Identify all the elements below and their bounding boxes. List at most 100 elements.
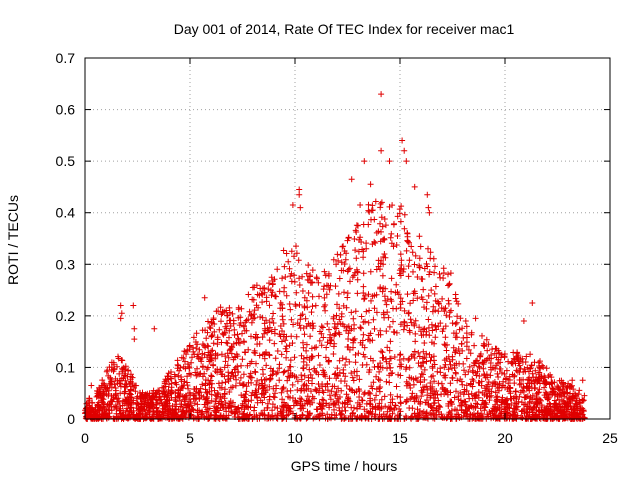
data-point bbox=[211, 328, 218, 335]
data-point bbox=[546, 410, 553, 417]
data-point bbox=[544, 396, 551, 403]
data-point bbox=[403, 247, 410, 254]
data-point bbox=[238, 305, 245, 312]
data-point bbox=[512, 360, 519, 367]
data-point bbox=[234, 331, 241, 338]
data-point bbox=[153, 399, 160, 406]
data-point bbox=[111, 361, 117, 368]
data-point bbox=[323, 291, 330, 298]
data-point bbox=[335, 257, 342, 264]
data-point bbox=[573, 401, 580, 408]
data-point bbox=[509, 359, 516, 366]
data-point bbox=[226, 389, 233, 395]
data-point bbox=[469, 383, 476, 390]
data-point bbox=[371, 292, 378, 299]
data-point bbox=[475, 389, 482, 395]
data-point bbox=[101, 400, 108, 407]
data-point bbox=[320, 334, 327, 341]
data-point bbox=[346, 358, 353, 365]
data-point bbox=[159, 384, 166, 391]
data-point bbox=[263, 294, 270, 301]
data-point bbox=[316, 400, 323, 407]
data-point bbox=[408, 243, 415, 250]
data-point bbox=[366, 208, 373, 215]
data-point bbox=[500, 382, 507, 389]
data-point bbox=[576, 387, 583, 394]
data-point bbox=[359, 246, 366, 253]
data-point bbox=[215, 308, 222, 315]
data-point bbox=[553, 405, 560, 412]
data-point bbox=[296, 282, 303, 288]
data-point bbox=[367, 330, 374, 337]
data-point bbox=[548, 380, 555, 387]
data-point bbox=[555, 386, 562, 393]
data-point bbox=[367, 355, 374, 362]
data-point bbox=[158, 396, 165, 403]
data-point bbox=[303, 386, 310, 393]
data-point bbox=[346, 265, 353, 272]
data-point bbox=[376, 414, 383, 421]
data-point bbox=[405, 273, 412, 280]
data-point bbox=[370, 379, 377, 386]
data-point bbox=[287, 370, 294, 377]
data-point bbox=[291, 253, 297, 260]
data-point bbox=[465, 368, 472, 375]
data-point bbox=[261, 320, 268, 327]
data-point bbox=[435, 308, 442, 315]
data-point bbox=[309, 380, 315, 387]
data-point bbox=[341, 248, 348, 254]
data-point bbox=[237, 320, 244, 326]
data-point bbox=[293, 399, 300, 406]
data-point bbox=[368, 383, 375, 390]
data-point bbox=[447, 380, 454, 387]
data-point bbox=[441, 341, 448, 348]
data-point bbox=[474, 357, 481, 364]
data-point bbox=[239, 415, 246, 422]
data-point bbox=[182, 348, 189, 355]
data-point bbox=[463, 323, 470, 330]
data-point bbox=[367, 268, 374, 275]
data-point bbox=[430, 400, 437, 407]
data-point bbox=[186, 363, 193, 370]
data-point bbox=[418, 294, 425, 301]
data-point bbox=[415, 349, 422, 356]
data-point bbox=[380, 311, 387, 318]
data-point bbox=[485, 341, 492, 348]
data-point bbox=[414, 274, 421, 280]
data-point bbox=[208, 373, 215, 380]
data-point bbox=[237, 374, 244, 381]
data-point bbox=[202, 404, 209, 411]
data-point bbox=[319, 402, 326, 409]
data-point bbox=[490, 380, 497, 387]
data-point bbox=[210, 316, 217, 323]
data-point bbox=[489, 412, 496, 419]
data-point bbox=[284, 377, 291, 384]
data-point bbox=[256, 340, 263, 347]
data-point bbox=[134, 400, 141, 407]
data-point bbox=[483, 371, 490, 378]
data-point bbox=[493, 394, 500, 401]
data-point bbox=[442, 372, 449, 379]
data-point bbox=[298, 372, 305, 379]
data-point bbox=[492, 389, 499, 396]
data-point bbox=[485, 379, 492, 385]
data-point bbox=[303, 270, 310, 277]
data-point bbox=[282, 345, 289, 352]
data-point bbox=[338, 387, 345, 394]
data-point bbox=[332, 392, 339, 399]
data-point bbox=[242, 391, 249, 398]
data-point bbox=[410, 297, 417, 304]
data-point bbox=[496, 387, 502, 394]
data-point bbox=[318, 323, 325, 330]
data-point bbox=[340, 243, 347, 250]
data-point bbox=[472, 358, 479, 365]
data-point bbox=[336, 275, 343, 282]
data-point bbox=[361, 158, 368, 165]
data-point bbox=[569, 394, 576, 401]
data-point bbox=[466, 395, 473, 402]
data-point bbox=[510, 349, 517, 356]
data-point bbox=[389, 410, 396, 417]
data-point bbox=[536, 408, 543, 415]
data-point bbox=[296, 301, 303, 308]
data-point bbox=[313, 369, 320, 376]
